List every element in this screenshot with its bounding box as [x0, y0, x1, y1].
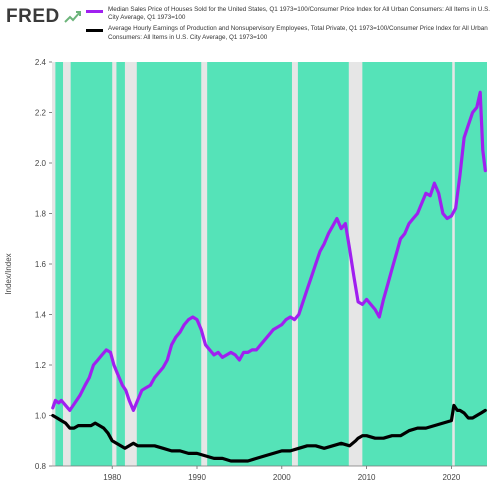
- line-chart: Index/Index 0.8 1.0 1.2 1.4 1.6 1.8 2.0 2.2 2.4 1…: [4, 58, 487, 482]
- y-tick-label: 2.0: [35, 159, 47, 168]
- legend: Median Sales Price of Houses Sold for th…: [86, 6, 498, 45]
- x-tick-label: 2000: [273, 473, 291, 482]
- y-tick-label: 1.2: [35, 361, 47, 370]
- shaded-band: [207, 62, 292, 466]
- chart-header: FRED Median Sales Price of Houses Sold f…: [0, 0, 500, 60]
- shaded-band: [70, 62, 113, 466]
- y-tick-label: 1.8: [35, 210, 47, 219]
- legend-label: Median Sales Price of Houses Sold for th…: [108, 6, 491, 22]
- x-tick-label: 2020: [442, 473, 460, 482]
- shaded-band: [362, 62, 453, 466]
- shaded-band: [116, 62, 125, 466]
- x-tick-label: 1980: [103, 473, 121, 482]
- chart-area: Index/Index 0.8 1.0 1.2 1.4 1.6 1.8 2.0 2.2 2.4 1…: [0, 56, 500, 486]
- y-tick-label: 1.4: [35, 311, 47, 320]
- legend-swatch-purple: [86, 10, 103, 13]
- legend-label: Average Hourly Earnings of Production an…: [108, 25, 488, 41]
- series-line-hourly-earnings: [51, 403, 487, 463]
- fred-logo: FRED: [6, 6, 60, 27]
- y-tick-label: 1.0: [35, 412, 47, 421]
- y-tick-label: 2.4: [35, 58, 47, 67]
- y-tick-label: 1.6: [35, 260, 47, 269]
- y-tick-label: 2.2: [35, 109, 47, 118]
- shaded-band: [136, 62, 202, 466]
- x-tick-label: 1990: [188, 473, 206, 482]
- chart-logo-icon: [64, 11, 81, 23]
- y-tick-label: 0.8: [35, 462, 47, 471]
- legend-item-hourly-earnings: Average Hourly Earnings of Production an…: [86, 25, 498, 41]
- y-axis-label: Index/Index: [4, 253, 13, 294]
- shaded-band: [55, 62, 64, 466]
- x-tick-label: 2010: [358, 473, 376, 482]
- legend-item-house-price: Median Sales Price of Houses Sold for th…: [86, 6, 498, 22]
- legend-swatch-black: [86, 29, 103, 33]
- series-line-house-price: [51, 90, 487, 412]
- shaded-band: [297, 62, 349, 466]
